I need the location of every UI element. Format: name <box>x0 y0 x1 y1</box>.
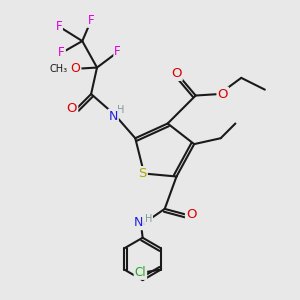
Text: S: S <box>139 167 147 180</box>
Text: O: O <box>218 88 228 100</box>
Text: Cl: Cl <box>135 266 146 279</box>
Text: F: F <box>88 14 94 27</box>
Text: H: H <box>117 105 124 115</box>
Text: O: O <box>171 67 182 80</box>
Text: O: O <box>186 208 196 221</box>
Text: F: F <box>56 20 62 33</box>
Text: CH₃: CH₃ <box>50 64 68 74</box>
Text: H: H <box>145 214 152 224</box>
Text: N: N <box>109 110 118 123</box>
Text: O: O <box>67 102 77 115</box>
Text: N: N <box>134 216 143 229</box>
Text: F: F <box>114 45 121 58</box>
Text: F: F <box>58 46 65 59</box>
Text: O: O <box>70 62 80 75</box>
